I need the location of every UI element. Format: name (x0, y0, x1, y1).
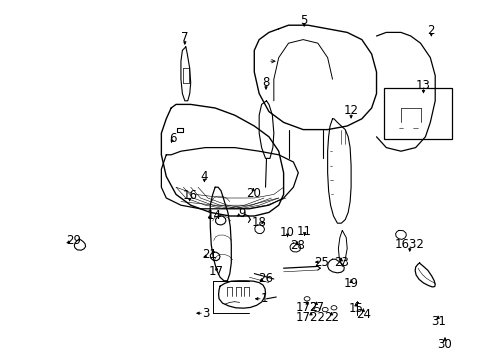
Text: 2: 2 (427, 24, 434, 37)
Text: 8: 8 (262, 76, 269, 89)
Text: 3: 3 (201, 307, 209, 320)
Text: 20: 20 (245, 187, 260, 200)
Text: 1: 1 (260, 292, 267, 305)
Text: 27: 27 (308, 301, 323, 314)
Text: 24: 24 (355, 308, 370, 321)
Text: 22: 22 (324, 311, 338, 324)
Text: 172: 172 (295, 301, 318, 314)
Text: 16: 16 (182, 189, 197, 202)
Text: 7: 7 (181, 31, 188, 44)
Text: 5: 5 (300, 14, 307, 27)
Text: 14: 14 (206, 209, 221, 222)
FancyBboxPatch shape (383, 88, 451, 139)
Text: 26: 26 (258, 272, 272, 285)
Text: 15: 15 (348, 302, 363, 315)
Text: 31: 31 (430, 315, 445, 328)
Text: 6: 6 (168, 132, 176, 145)
Text: 18: 18 (251, 216, 266, 229)
Text: 1722: 1722 (295, 311, 325, 324)
Text: 17: 17 (209, 265, 224, 278)
Text: 25: 25 (314, 256, 328, 269)
Text: 1632: 1632 (394, 238, 424, 251)
Text: 11: 11 (297, 225, 311, 238)
Text: 4: 4 (200, 170, 208, 183)
Text: 19: 19 (343, 277, 358, 290)
Text: 28: 28 (289, 239, 304, 252)
Text: 30: 30 (437, 338, 451, 351)
Text: 9: 9 (237, 207, 245, 220)
Text: 21: 21 (202, 248, 216, 261)
Text: 13: 13 (415, 79, 430, 92)
Text: 29: 29 (66, 234, 81, 247)
Text: 12: 12 (343, 104, 358, 117)
Text: 23: 23 (333, 256, 348, 269)
Text: 10: 10 (280, 226, 294, 239)
